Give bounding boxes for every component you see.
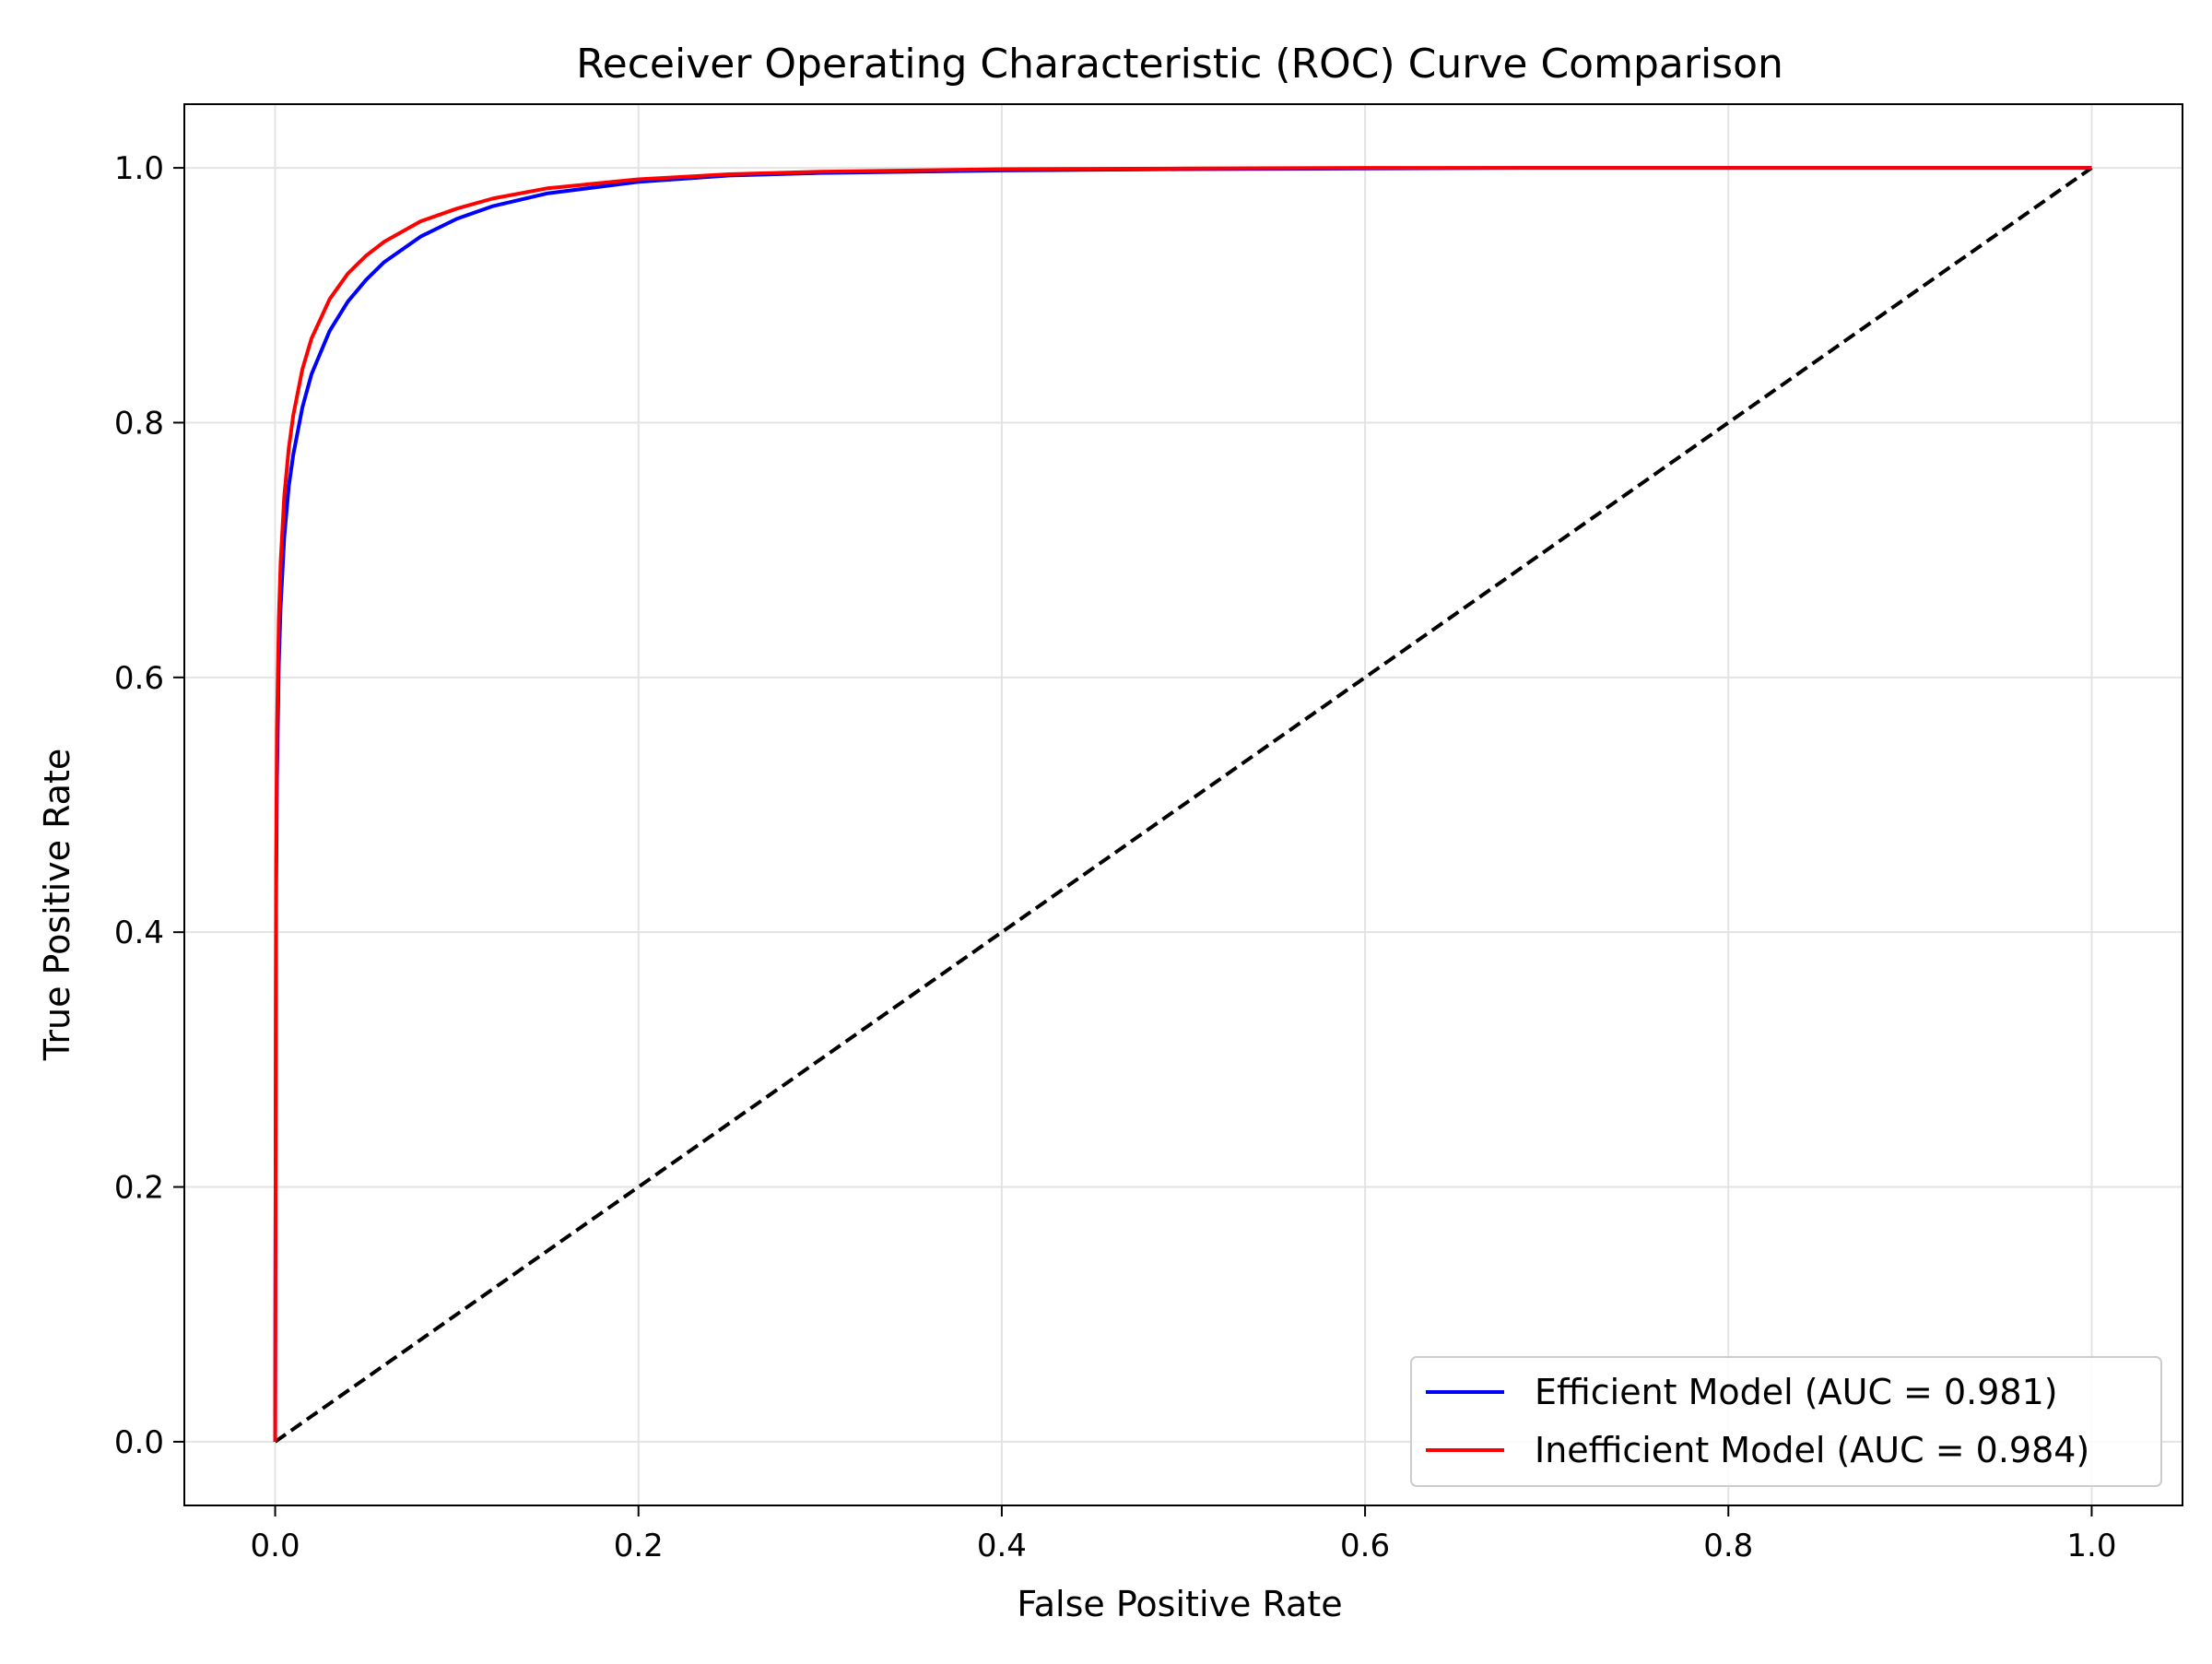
inefficient-model-curve xyxy=(273,166,2092,1442)
plot-frame xyxy=(183,103,2183,1506)
legend-label-inefficient: Inefficient Model (AUC = 0.984) xyxy=(1535,1430,2089,1470)
x-tick-label: 0.8 xyxy=(1703,1528,1753,1564)
x-tick-label: 1.0 xyxy=(2066,1528,2116,1564)
x-tick-label: 0.4 xyxy=(977,1528,1027,1564)
series-layer xyxy=(273,166,2093,1444)
y-tick-label: 0.8 xyxy=(114,405,164,442)
grid-layer xyxy=(184,104,2183,1505)
x-tick-label: 0.2 xyxy=(614,1528,664,1564)
chart-title: Receiver Operating Characteristic (ROC) … xyxy=(576,41,1783,88)
y-tick-label: 0.6 xyxy=(114,660,164,697)
legend-label-efficient: Efficient Model (AUC = 0.981) xyxy=(1535,1372,2058,1412)
y-tick-label: 0.0 xyxy=(114,1424,164,1461)
legend: Efficient Model (AUC = 0.981) Inefficien… xyxy=(1410,1356,2162,1487)
x-tick-label: 0.6 xyxy=(1340,1528,1390,1564)
legend-box xyxy=(1410,1356,2162,1487)
y-tick-label: 1.0 xyxy=(114,150,164,187)
x-tick-label: 0.0 xyxy=(251,1528,300,1564)
x-axis-ticks: 0.0 0.2 0.4 0.6 0.8 1.0 xyxy=(251,1505,2116,1564)
y-axis-ticks: 0.0 0.2 0.4 0.6 0.8 1.0 xyxy=(114,150,184,1461)
y-axis-label: True Positive Rate xyxy=(37,749,77,1062)
y-tick-label: 0.4 xyxy=(114,915,164,951)
x-axis-label: False Positive Rate xyxy=(1017,1584,1342,1624)
random-baseline-line xyxy=(274,166,2093,1444)
y-tick-label: 0.2 xyxy=(114,1170,164,1207)
